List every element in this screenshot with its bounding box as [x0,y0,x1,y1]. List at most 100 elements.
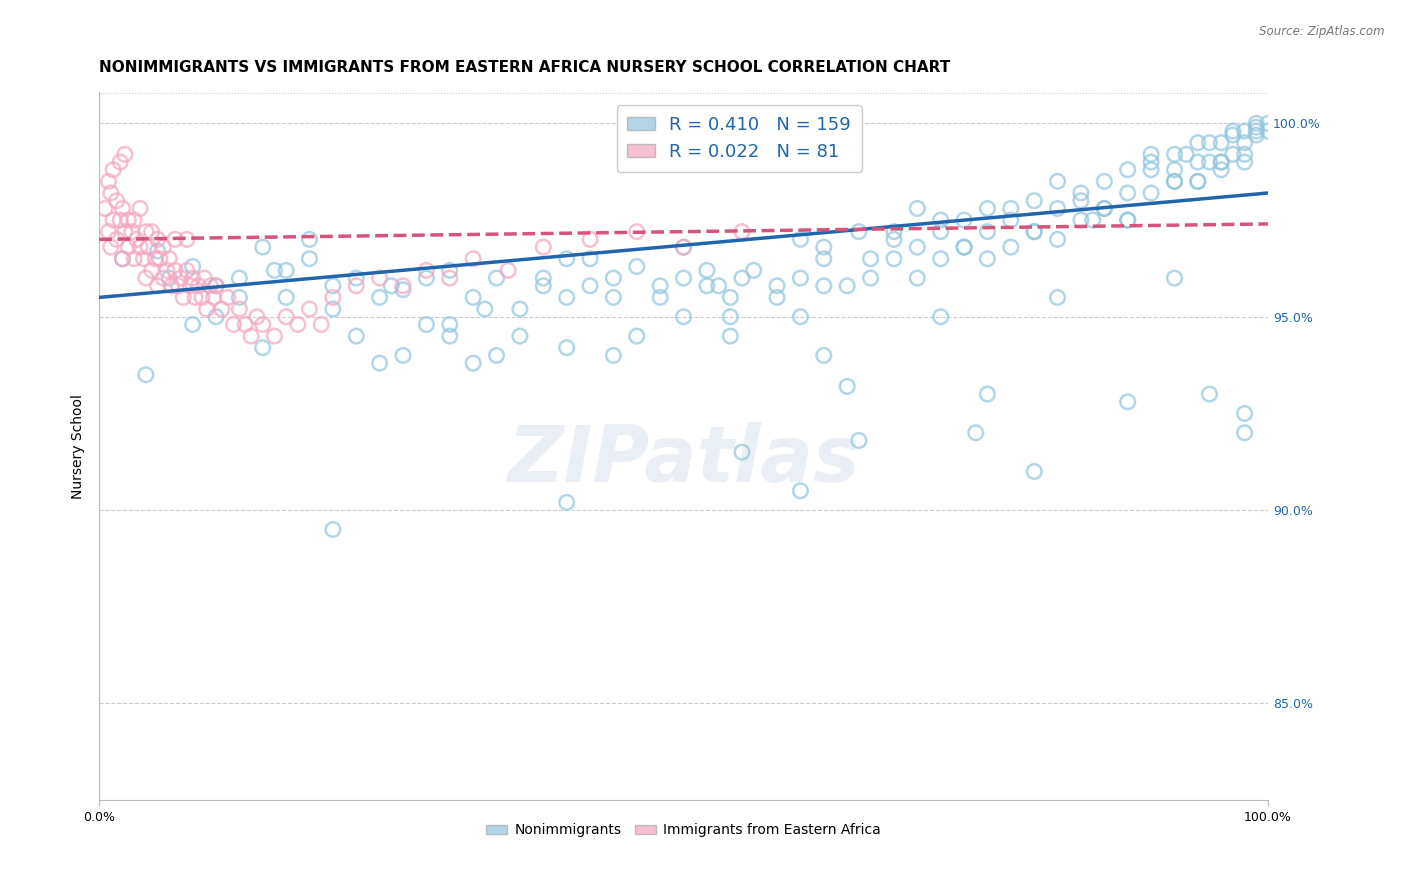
Point [184,290,207,304]
Point [813,240,835,254]
Point [1163,271,1185,285]
Point [122,252,145,266]
Point [1024,225,1046,239]
Point [953,240,976,254]
Point [1163,174,1185,188]
Point [392,283,415,297]
Point [344,271,367,285]
Point [129,202,152,216]
Point [298,252,321,266]
Point [837,278,859,293]
Point [602,348,624,362]
Point [883,232,905,246]
Point [1163,174,1185,188]
Point [1187,155,1209,169]
Point [156,263,179,277]
Point [1092,174,1115,188]
Point [766,278,789,293]
Point [252,318,274,332]
Point [718,290,741,304]
Point [1233,136,1256,150]
Point [672,310,695,324]
Point [1233,406,1256,420]
Point [152,271,174,285]
Point [859,271,882,285]
Point [766,290,789,304]
Point [228,290,250,304]
Point [1116,213,1139,227]
Text: NONIMMIGRANTS VS IMMIGRANTS FROM EASTERN AFRICA NURSERY SCHOOL CORRELATION CHART: NONIMMIGRANTS VS IMMIGRANTS FROM EASTERN… [100,60,950,75]
Point [1116,162,1139,177]
Point [202,290,225,304]
Point [626,260,648,274]
Point [1000,202,1022,216]
Point [176,263,198,277]
Point [1211,136,1233,150]
Point [555,252,578,266]
Point [1092,202,1115,216]
Point [1163,162,1185,177]
Point [1000,240,1022,254]
Point [157,252,180,266]
Point [1163,147,1185,161]
Point [531,240,554,254]
Point [136,240,159,254]
Point [976,387,998,401]
Point [953,240,976,254]
Point [463,252,485,266]
Point [837,379,859,393]
Point [117,240,139,254]
Point [94,202,117,216]
Point [1198,155,1220,169]
Point [240,329,263,343]
Point [929,252,952,266]
Point [579,278,602,293]
Point [246,310,269,324]
Point [813,278,835,293]
Point [509,301,531,316]
Point [905,271,928,285]
Point [1070,213,1092,227]
Point [97,225,120,239]
Point [579,252,602,266]
Point [125,232,148,246]
Point [167,278,190,293]
Point [848,225,870,239]
Point [1233,147,1256,161]
Point [463,356,485,370]
Point [198,278,221,293]
Point [276,290,298,304]
Point [298,301,321,316]
Point [602,271,624,285]
Point [322,278,344,293]
Point [1246,128,1268,142]
Point [108,213,131,227]
Point [509,329,531,343]
Point [344,329,367,343]
Point [672,240,695,254]
Point [555,290,578,304]
Point [485,271,508,285]
Point [1116,213,1139,227]
Point [217,290,239,304]
Point [929,225,952,239]
Point [211,301,233,316]
Point [439,263,461,277]
Point [1246,124,1268,138]
Point [789,232,811,246]
Point [193,271,215,285]
Point [160,278,183,293]
Point [117,213,139,227]
Point [181,260,204,274]
Point [322,301,344,316]
Point [179,278,201,293]
Point [789,483,811,498]
Point [1024,194,1046,208]
Point [1140,147,1163,161]
Point [122,213,145,227]
Point [883,225,905,239]
Point [298,232,321,246]
Point [1046,202,1069,216]
Point [146,278,169,293]
Point [1070,194,1092,208]
